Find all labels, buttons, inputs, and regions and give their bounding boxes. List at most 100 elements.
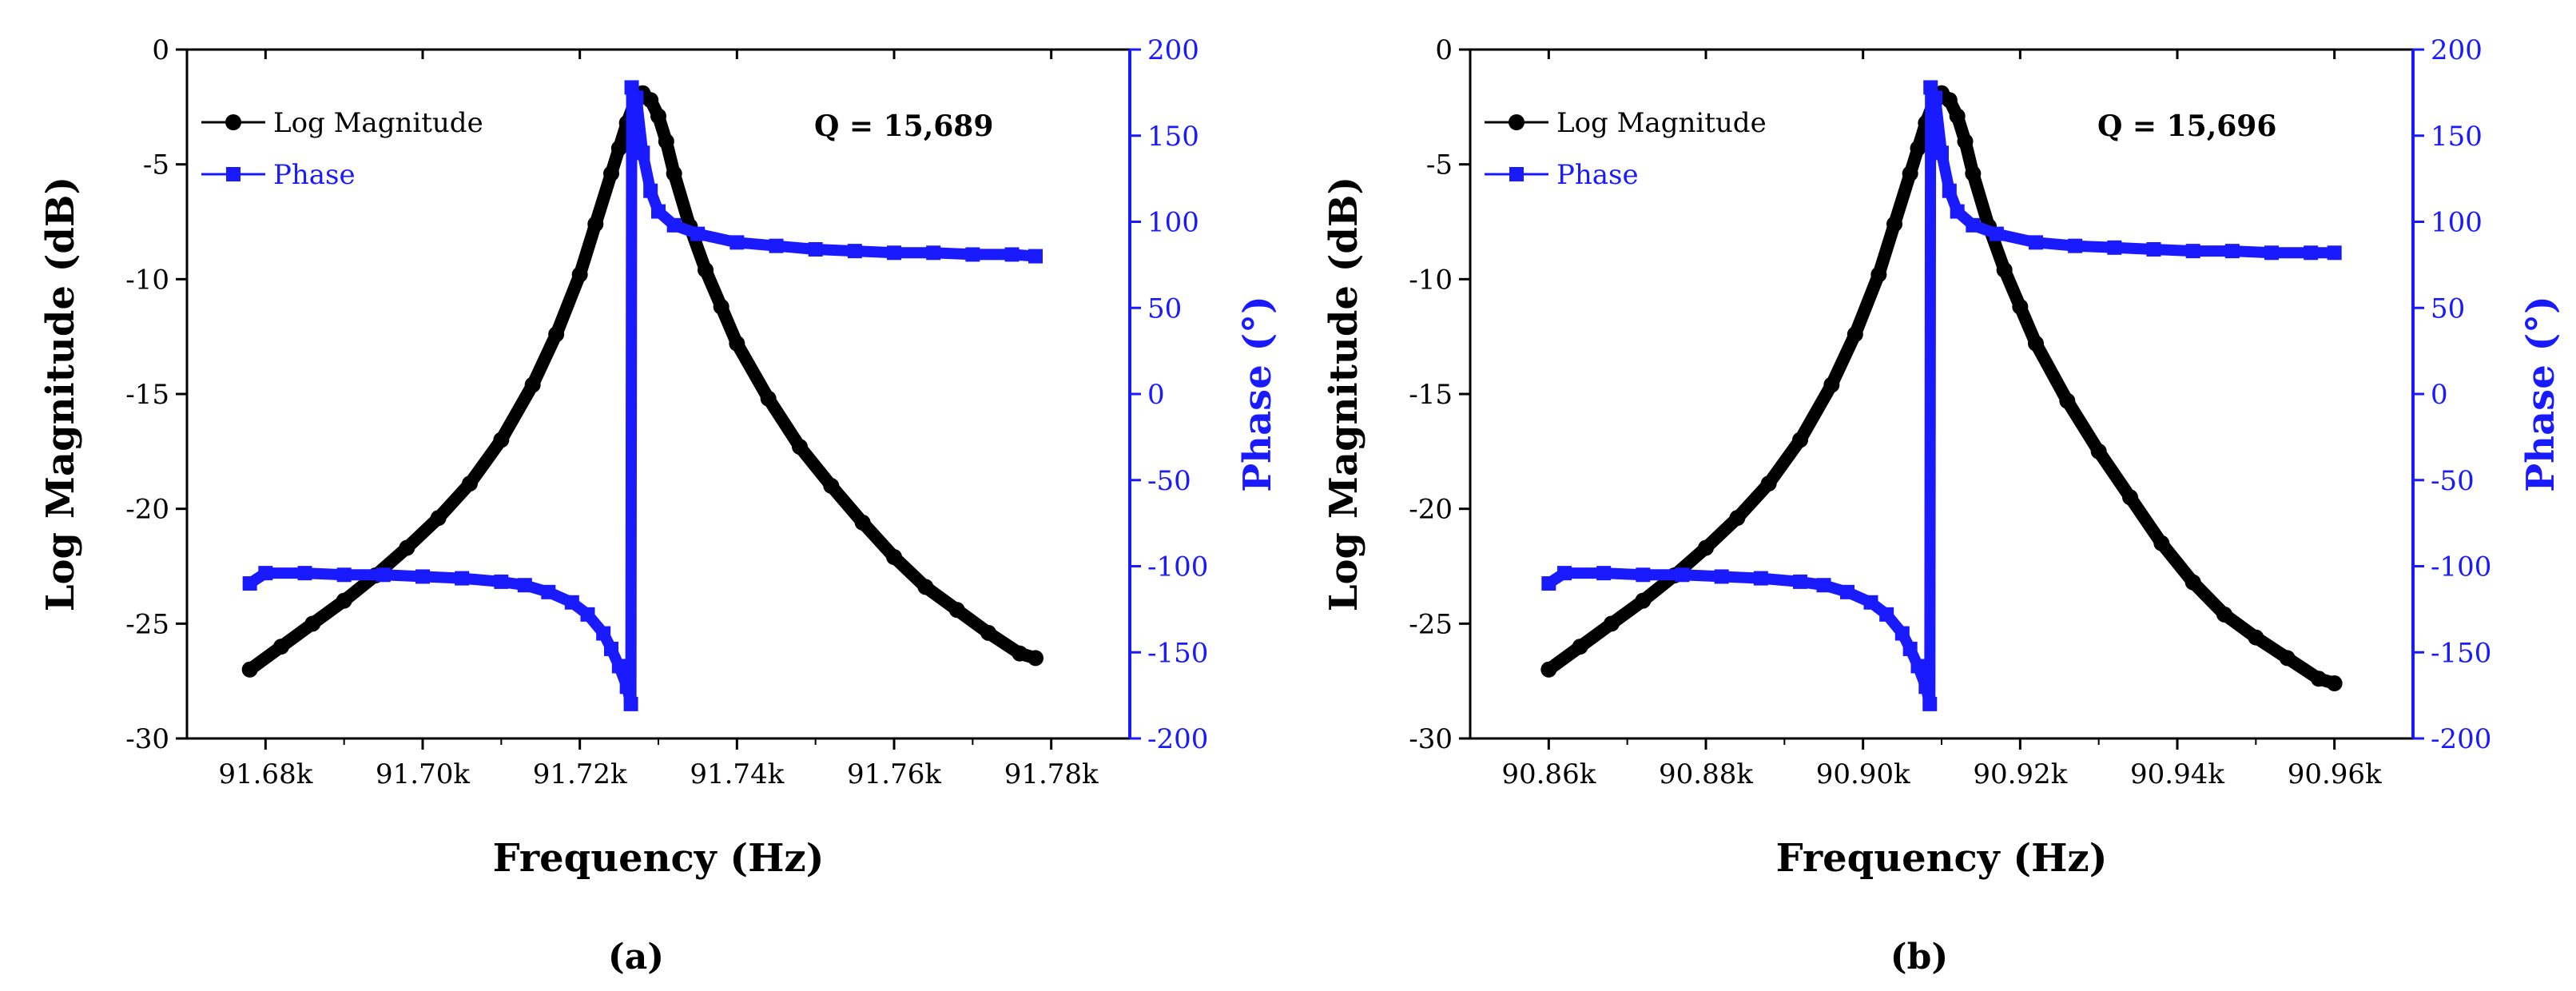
series-line: [1542, 86, 2341, 690]
x-tick-label: 91.76k: [847, 758, 941, 790]
data-point: [1541, 576, 1556, 591]
data-point: [1996, 261, 2013, 278]
data-point: [2068, 238, 2083, 253]
q-factor-annotation: Q = 15,689: [814, 109, 993, 143]
x-tick-label: 90.90k: [1816, 758, 1910, 790]
y-tick-label: -15: [1409, 379, 1453, 411]
data-point: [792, 439, 808, 456]
data-point: [698, 261, 714, 278]
y2-tick-label: -150: [1147, 637, 1208, 669]
data-point: [965, 247, 980, 262]
y-tick-label: -10: [125, 264, 169, 296]
x-tick-label: 90.86k: [1501, 758, 1596, 790]
data-point: [1635, 592, 1652, 609]
data-point: [241, 661, 258, 678]
x-tick-label: 91.74k: [690, 758, 784, 790]
data-point: [376, 567, 391, 583]
y-tick-label: 0: [152, 34, 169, 66]
data-point: [1604, 615, 1620, 632]
data-point: [415, 569, 430, 584]
data-point: [1989, 226, 2004, 241]
y2-tick-label: 100: [2431, 207, 2483, 239]
x-tick-label: 91.78k: [1004, 758, 1099, 790]
data-point: [854, 514, 871, 531]
data-point: [399, 539, 415, 556]
y2-tick-label: 150: [1147, 121, 1199, 153]
data-point: [258, 566, 273, 581]
data-point: [1918, 679, 1934, 694]
legend-label-phase: Phase: [1556, 159, 1639, 191]
panel-label: (b): [1890, 937, 1948, 977]
x-tick-label: 91.68k: [218, 758, 312, 790]
x-tick-label: 91.70k: [376, 758, 470, 790]
data-point: [650, 108, 666, 125]
data-point: [1596, 566, 1612, 581]
data-point: [587, 216, 604, 233]
data-point: [242, 576, 257, 591]
data-point: [604, 641, 618, 656]
legend-marker-magnitude: [1509, 114, 1525, 130]
y-tick-label: -5: [1426, 149, 1453, 181]
y2-tick-label: 100: [1147, 207, 1199, 239]
data-point: [948, 602, 965, 619]
data-point: [336, 592, 352, 609]
y2-tick-label: 0: [2431, 379, 2448, 411]
y2-tick-label: -150: [2431, 637, 2491, 669]
legend-label-phase: Phase: [273, 159, 356, 191]
data-point: [887, 245, 901, 261]
data-point: [623, 696, 638, 711]
x-axis-title: Frequency (Hz): [493, 836, 825, 881]
y2-tick-label: 0: [1147, 379, 1165, 411]
data-point: [1698, 539, 1714, 556]
y2-axis-title: Phase (°): [1235, 296, 1280, 492]
legend-marker-magnitude: [225, 114, 241, 130]
data-point: [642, 92, 659, 109]
series-line: [244, 82, 1041, 710]
data-point: [1004, 247, 1020, 262]
y-tick-label: -30: [1409, 723, 1453, 755]
data-point: [580, 607, 595, 622]
data-point: [1675, 567, 1690, 583]
data-point: [1760, 476, 1777, 492]
data-point: [2326, 675, 2343, 692]
data-point: [729, 235, 745, 250]
y2-tick-label: -100: [2431, 551, 2491, 583]
y2-tick-label: -100: [1147, 551, 1208, 583]
data-point: [1863, 595, 1878, 610]
data-point: [273, 639, 289, 655]
data-point: [1965, 165, 1982, 182]
data-point: [1572, 639, 1588, 655]
data-point: [548, 326, 565, 343]
data-point: [1928, 90, 1943, 105]
y2-tick-label: 150: [2431, 121, 2483, 153]
data-point: [462, 476, 478, 492]
data-point: [494, 574, 509, 589]
data-point: [1823, 376, 1840, 393]
data-point: [2122, 489, 2138, 506]
x-tick-label: 90.96k: [2288, 758, 2382, 790]
y2-tick-label: 200: [1147, 34, 1199, 66]
legend-label-magnitude: Log Magnitude: [273, 107, 483, 139]
data-point: [1949, 108, 1966, 125]
data-point: [1028, 249, 1043, 264]
data-point: [2279, 650, 2296, 667]
data-point: [571, 266, 588, 283]
data-point: [1012, 645, 1028, 662]
data-point: [1894, 626, 1910, 641]
data-point: [1910, 140, 1926, 157]
data-point: [2090, 443, 2107, 460]
data-point: [336, 567, 352, 583]
data-point: [1793, 574, 1807, 589]
legend-label-magnitude: Log Magnitude: [1556, 107, 1767, 139]
data-point: [611, 659, 626, 674]
x-tick-label: 90.88k: [1659, 758, 1753, 790]
data-point: [1886, 216, 1902, 233]
data-point: [1557, 566, 1572, 581]
data-point: [690, 226, 706, 241]
data-point: [1028, 650, 1044, 667]
y-tick-label: -20: [1409, 494, 1453, 526]
data-point: [517, 578, 532, 593]
data-point: [1879, 607, 1894, 622]
data-point: [493, 432, 510, 448]
y2-tick-label: 50: [1147, 293, 1182, 324]
